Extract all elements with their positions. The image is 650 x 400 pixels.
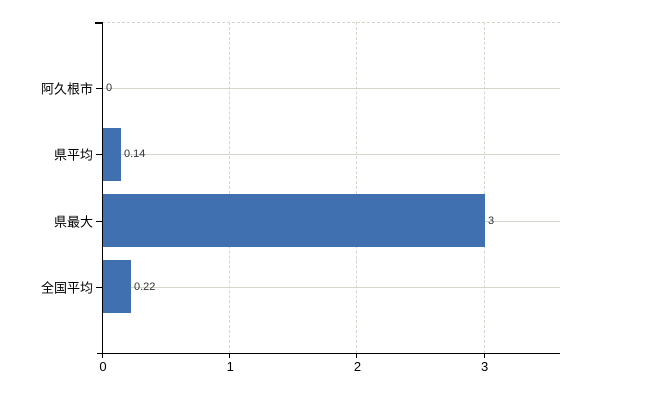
horizontal-gridline [103,286,560,288]
bar [103,194,485,247]
category-label: 全国平均 [40,280,93,296]
y-axis-tick [96,286,102,288]
x-tick-label: 2 [353,359,362,374]
horizontal-gridline [103,88,560,90]
x-axis-line [97,353,560,354]
plot-top-border [102,22,560,23]
value-label: 0.22 [134,280,156,293]
bar [103,128,121,181]
category-label: 県平均 [53,147,93,163]
vertical-gridline [483,22,485,353]
value-label: 3 [488,214,495,227]
x-axis-tick [229,353,231,358]
x-axis-tick [356,353,358,358]
vertical-gridline [356,22,358,353]
bar [103,260,131,313]
x-axis-tick [483,353,485,358]
x-tick-label: 0 [99,359,107,374]
horizontal-gridline [103,154,560,156]
y-axis-line [102,22,103,354]
category-label: 阿久根市 [40,81,93,97]
y-axis-tick [96,88,102,90]
vertical-gridline [229,22,231,353]
y-axis-top-tick [95,22,102,24]
value-label: 0.14 [124,148,146,161]
y-axis-tick [96,220,102,222]
category-label: 県最大 [53,214,93,230]
value-label: 0 [106,82,113,95]
x-tick-label: 1 [226,359,234,374]
y-axis-tick [96,154,102,156]
x-axis-tick [102,353,103,358]
x-tick-label: 3 [481,359,489,374]
